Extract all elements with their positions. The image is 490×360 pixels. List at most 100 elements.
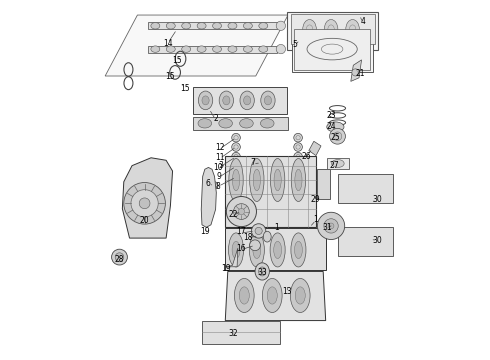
Text: 15: 15 — [180, 84, 190, 93]
Circle shape — [333, 132, 342, 140]
Circle shape — [276, 44, 286, 54]
Ellipse shape — [182, 46, 191, 52]
Ellipse shape — [213, 23, 221, 29]
Ellipse shape — [295, 169, 302, 191]
Ellipse shape — [240, 119, 253, 128]
Circle shape — [255, 227, 262, 234]
Circle shape — [124, 183, 166, 224]
Text: 27: 27 — [329, 161, 339, 170]
Polygon shape — [317, 169, 330, 199]
Polygon shape — [201, 167, 216, 227]
Ellipse shape — [228, 23, 237, 29]
Circle shape — [328, 223, 334, 229]
Bar — [292, 27, 373, 72]
Ellipse shape — [274, 241, 282, 258]
Circle shape — [352, 69, 359, 76]
Text: 15: 15 — [165, 72, 174, 81]
Text: 20: 20 — [139, 216, 148, 225]
Ellipse shape — [291, 233, 306, 267]
Ellipse shape — [274, 169, 281, 191]
Circle shape — [294, 143, 302, 151]
Text: 18: 18 — [243, 233, 253, 242]
Text: 16: 16 — [237, 244, 246, 253]
Text: 21: 21 — [355, 69, 365, 78]
Text: 19: 19 — [200, 228, 210, 237]
Text: 23: 23 — [327, 111, 337, 120]
Ellipse shape — [253, 241, 261, 258]
Circle shape — [294, 173, 302, 181]
Text: 29: 29 — [310, 195, 320, 204]
Text: 8: 8 — [216, 181, 220, 190]
Text: 2: 2 — [213, 114, 218, 123]
Bar — [287, 12, 378, 50]
Ellipse shape — [219, 119, 232, 128]
Circle shape — [258, 159, 264, 165]
Ellipse shape — [259, 23, 268, 29]
Circle shape — [232, 162, 240, 171]
Circle shape — [232, 143, 240, 151]
Polygon shape — [148, 22, 277, 30]
Ellipse shape — [244, 96, 251, 105]
Polygon shape — [148, 45, 277, 53]
Ellipse shape — [263, 231, 271, 242]
Ellipse shape — [244, 23, 252, 29]
Ellipse shape — [197, 23, 206, 29]
Ellipse shape — [295, 287, 305, 304]
Polygon shape — [105, 15, 288, 76]
Text: 3: 3 — [218, 161, 223, 170]
Text: 25: 25 — [331, 133, 340, 142]
Ellipse shape — [166, 46, 175, 52]
Circle shape — [115, 253, 124, 261]
Text: 4: 4 — [360, 17, 365, 26]
Polygon shape — [122, 158, 172, 238]
Ellipse shape — [232, 241, 240, 258]
Text: 28: 28 — [114, 255, 123, 264]
Ellipse shape — [250, 158, 264, 202]
Ellipse shape — [239, 287, 249, 304]
Ellipse shape — [182, 23, 191, 29]
Text: 19: 19 — [221, 265, 231, 274]
Polygon shape — [193, 117, 288, 130]
Circle shape — [234, 204, 249, 220]
Text: 11: 11 — [215, 153, 224, 162]
Text: 15: 15 — [172, 57, 182, 66]
Ellipse shape — [291, 158, 306, 202]
Ellipse shape — [253, 169, 260, 191]
Ellipse shape — [213, 46, 221, 52]
Circle shape — [232, 134, 240, 142]
Ellipse shape — [260, 119, 274, 128]
Ellipse shape — [270, 158, 285, 202]
Circle shape — [250, 240, 260, 251]
Text: 1: 1 — [274, 223, 279, 232]
Circle shape — [330, 129, 345, 144]
Text: 32: 32 — [229, 329, 238, 338]
Ellipse shape — [324, 19, 338, 39]
Ellipse shape — [249, 233, 265, 267]
Circle shape — [232, 173, 240, 181]
Circle shape — [131, 190, 158, 217]
Polygon shape — [193, 87, 287, 114]
Ellipse shape — [265, 96, 271, 105]
Ellipse shape — [270, 233, 285, 267]
Ellipse shape — [262, 278, 282, 312]
Text: 1: 1 — [314, 215, 318, 224]
Text: 33: 33 — [257, 268, 267, 277]
Circle shape — [211, 182, 218, 189]
Ellipse shape — [255, 263, 270, 280]
Polygon shape — [225, 156, 316, 227]
Bar — [291, 14, 375, 44]
Circle shape — [294, 152, 302, 161]
Circle shape — [112, 249, 127, 265]
Ellipse shape — [240, 91, 254, 110]
Ellipse shape — [197, 46, 206, 52]
Ellipse shape — [166, 23, 175, 29]
Ellipse shape — [228, 233, 244, 267]
Text: 26: 26 — [301, 152, 311, 161]
Circle shape — [294, 162, 302, 171]
Text: 30: 30 — [372, 236, 382, 245]
Ellipse shape — [267, 287, 277, 304]
Text: 31: 31 — [322, 223, 332, 232]
Ellipse shape — [232, 169, 240, 191]
Ellipse shape — [151, 46, 160, 52]
Ellipse shape — [228, 46, 237, 52]
